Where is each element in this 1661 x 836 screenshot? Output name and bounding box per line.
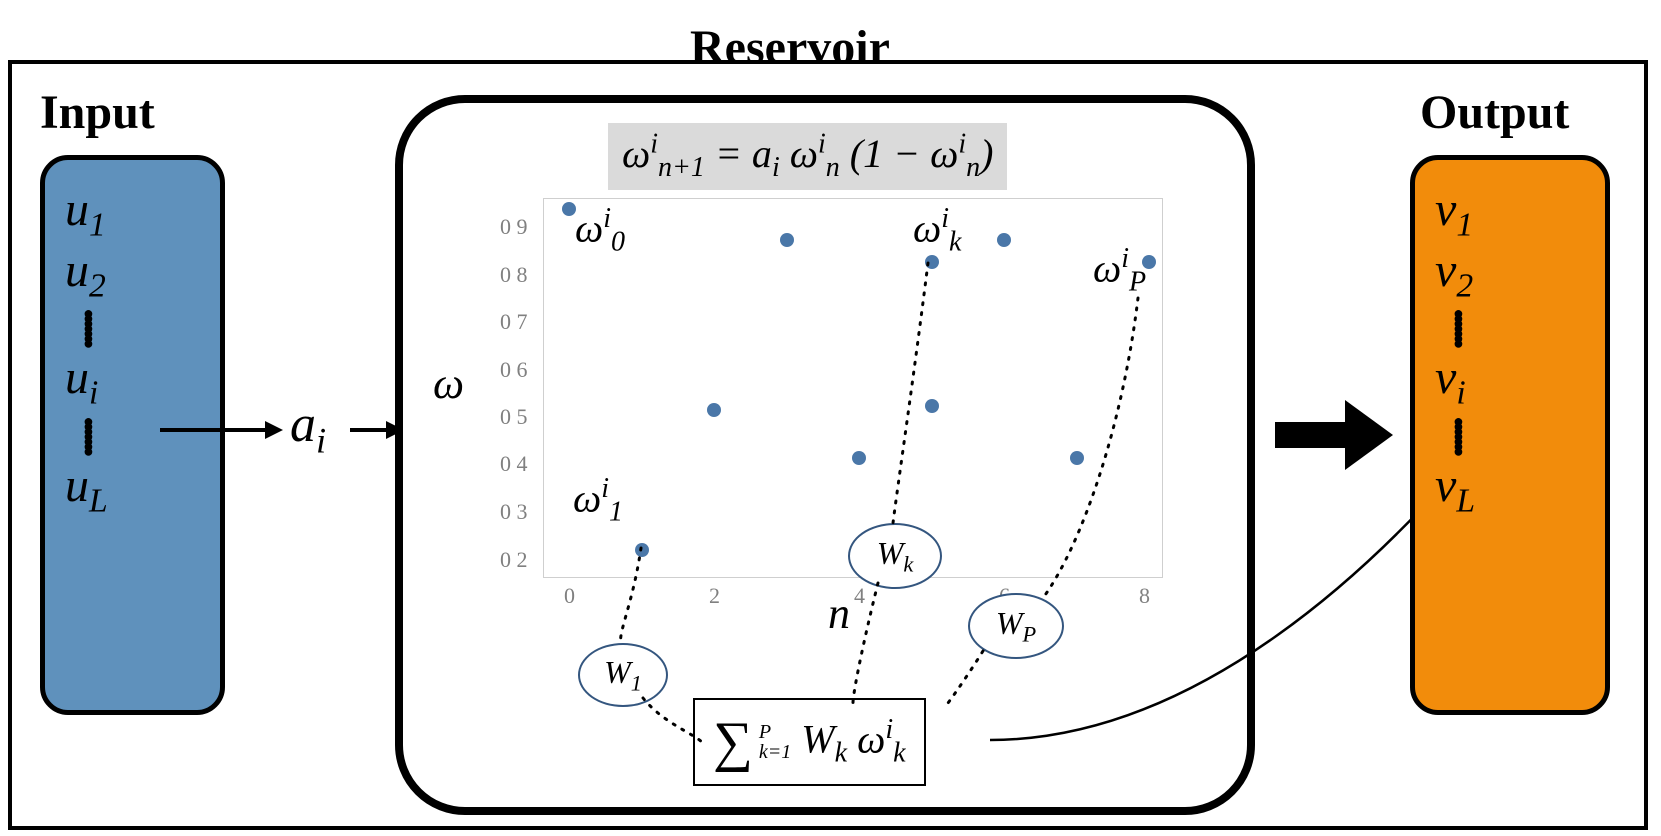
math-vL: vL	[1435, 459, 1475, 512]
weight-wk: Wk	[848, 523, 942, 589]
arrow-thick-icon	[1275, 400, 1395, 470]
math-w1: W1	[604, 654, 642, 696]
output-item-v1: v1	[1435, 184, 1585, 245]
scatter-dot	[707, 403, 721, 417]
readout-sum: ∑ Pk=1 Wk ωik	[693, 698, 926, 786]
math-map-equation: ωin+1 = ai ωin (1 − ωin)	[622, 131, 993, 176]
math-ui: ui	[65, 351, 98, 404]
vdots-icon: ●●●●●●●	[83, 311, 200, 346]
scatter-dot	[925, 399, 939, 413]
input-item-u2: u2	[65, 245, 200, 306]
xtick-label: 0	[564, 583, 575, 609]
xtick-label: 8	[1139, 583, 1150, 609]
math-wk: Wk	[877, 535, 914, 577]
label-omega-1: ωi1	[573, 473, 623, 528]
math-wP: WP	[996, 605, 1036, 647]
arrow-thin-icon	[155, 415, 285, 445]
weight-wP: WP	[968, 593, 1064, 659]
reservoir-scatter-chart: 0 2 0 3 0 4 0 5 0 6 0 7 0 8 0 9 0 2 4 6 …	[543, 198, 1163, 578]
xtick-label: 4	[854, 583, 865, 609]
input-item-u1: u1	[65, 184, 200, 245]
math-vi: vi	[1435, 351, 1466, 404]
label-omega-P: ωiP	[1093, 243, 1146, 298]
ytick-label: 0 5	[500, 404, 528, 430]
math-u2: u2	[65, 244, 106, 297]
weight-w1: W1	[578, 643, 668, 707]
sigma-icon: ∑	[713, 710, 753, 774]
ytick-label: 0 2	[500, 547, 528, 573]
ytick-label: 0 6	[500, 357, 528, 383]
ytick-label: 0 8	[500, 262, 528, 288]
input-item-uL: uL	[65, 460, 200, 521]
transform-symbol: ai	[290, 395, 326, 461]
ytick-label: 0 4	[500, 451, 528, 477]
scatter-dot	[780, 233, 794, 247]
math-v1: v1	[1435, 183, 1473, 236]
math-ai: ai	[290, 396, 326, 453]
input-item-ui: ui	[65, 352, 200, 413]
ytick-label: 0 7	[500, 309, 528, 335]
math-u1: u1	[65, 183, 106, 236]
reservoir-box: ωin+1 = ai ωin (1 − ωin) 0 2 0 3 0 4 0 5…	[395, 95, 1255, 815]
label-omega-0: ωi0	[575, 203, 625, 258]
output-item-v2: v2	[1435, 245, 1585, 306]
chart-ylabel: ω	[433, 358, 464, 409]
vdots-icon: ●●●●●●●	[1453, 419, 1585, 454]
reservoir-title: Reservoir	[690, 20, 890, 75]
scatter-dot	[852, 451, 866, 465]
math-uL: uL	[65, 459, 108, 512]
ytick-label: 0 3	[500, 499, 528, 525]
math-v2: v2	[1435, 244, 1473, 297]
vdots-icon: ●●●●●●●	[1453, 311, 1585, 346]
scatter-dot	[562, 202, 576, 216]
math-sum-body: Wk ωik	[801, 714, 905, 769]
xtick-label: 2	[709, 583, 720, 609]
scatter-dot	[635, 543, 649, 557]
output-item-vL: vL	[1435, 460, 1585, 521]
ytick-label: 0 9	[500, 214, 528, 240]
chart-xlabel: n	[828, 588, 850, 639]
output-title: Output	[1420, 85, 1569, 140]
diagram-stage: Input Reservoir Output u1 u2 ●●●●●●● ui …	[0, 0, 1661, 836]
output-vector-box: v1 v2 ●●●●●●● vi ●●●●●●● vL	[1410, 155, 1610, 715]
reservoir-map-equation: ωin+1 = ai ωin (1 − ωin)	[608, 123, 1007, 190]
output-item-vi: vi	[1435, 352, 1585, 413]
scatter-dot	[1070, 451, 1084, 465]
input-title: Input	[40, 85, 155, 140]
scatter-dot	[997, 233, 1011, 247]
label-omega-k: ωik	[913, 203, 961, 258]
sum-bounds: Pk=1	[759, 722, 791, 762]
